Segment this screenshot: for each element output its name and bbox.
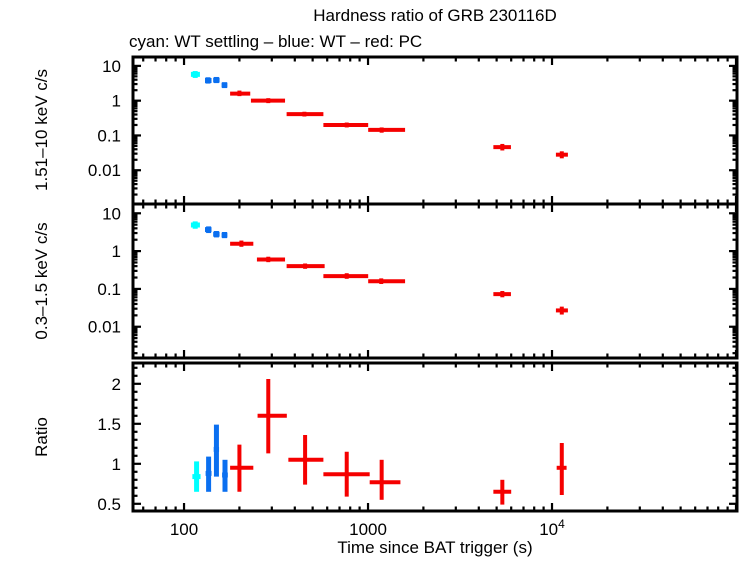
data-point-wt_settling [192,461,201,492]
y-tick-label: 10 [102,57,121,76]
data-point-pc [323,122,369,128]
data-point-pc [288,435,324,485]
data-point-pc [256,256,286,263]
data-point-pc [493,291,511,298]
data-point-pc [230,444,254,492]
y-tick-label: 0.5 [97,495,121,514]
data-point-pc [230,90,251,97]
data-point-pc [230,240,254,247]
data-point-pc [286,111,324,117]
data-point-pc [493,479,512,505]
x-axis-label: Time since BAT trigger (s) [337,538,533,557]
y-tick-label: 1 [112,455,121,474]
y-tick-label: 1.5 [97,415,121,434]
data-point-wt [221,82,228,89]
figure-subtitle: cyan: WT settling – blue: WT – red: PC [129,32,423,51]
data-point-wt_settling [190,221,200,229]
y-tick-label: 0.01 [88,318,121,337]
x-tick-label: 1000 [349,520,387,539]
data-point-pc [369,459,401,500]
y-tick-label: 0.01 [88,161,121,180]
panel-ratio: 2 1.5 1 0.5 100 1000 104 [97,361,739,539]
data-point-pc [323,451,370,497]
y-tick-label: 1 [112,92,121,111]
x-tick-label: 104 [539,517,565,539]
figure-title: Hardness ratio of GRB 230116D [313,6,557,25]
x-tick-label: 100 [170,520,198,539]
data-point-wt [222,459,228,492]
y-tick-label: 0.1 [97,280,121,299]
y-tick-label: 1 [112,242,121,261]
data-point-pc [323,273,369,279]
panel-hard-band: 10 1 0.1 0.01 [88,55,739,206]
data-point-pc [286,263,325,269]
y-tick-label: 2 [112,375,121,394]
data-point-pc [556,443,567,495]
data-point-wt [204,77,212,84]
y-tick-label: 0.1 [97,126,121,145]
data-point-pc [555,306,568,315]
data-point-wt [221,231,228,239]
data-point-pc [368,278,406,284]
y-tick-label: 10 [102,204,121,223]
data-point-pc [368,127,406,133]
data-point-wt_settling [190,71,200,78]
data-point-wt [213,424,220,477]
data-point-pc [250,98,286,104]
panel-soft-band: 10 1 0.1 0.01 [88,202,739,360]
data-point-wt [204,226,212,234]
data-point-wt [213,76,220,84]
data-point-wt [213,231,220,238]
data-point-pc [555,151,568,159]
data-point-wt [205,456,212,492]
data-point-pc [257,379,287,454]
data-point-pc [493,143,511,151]
